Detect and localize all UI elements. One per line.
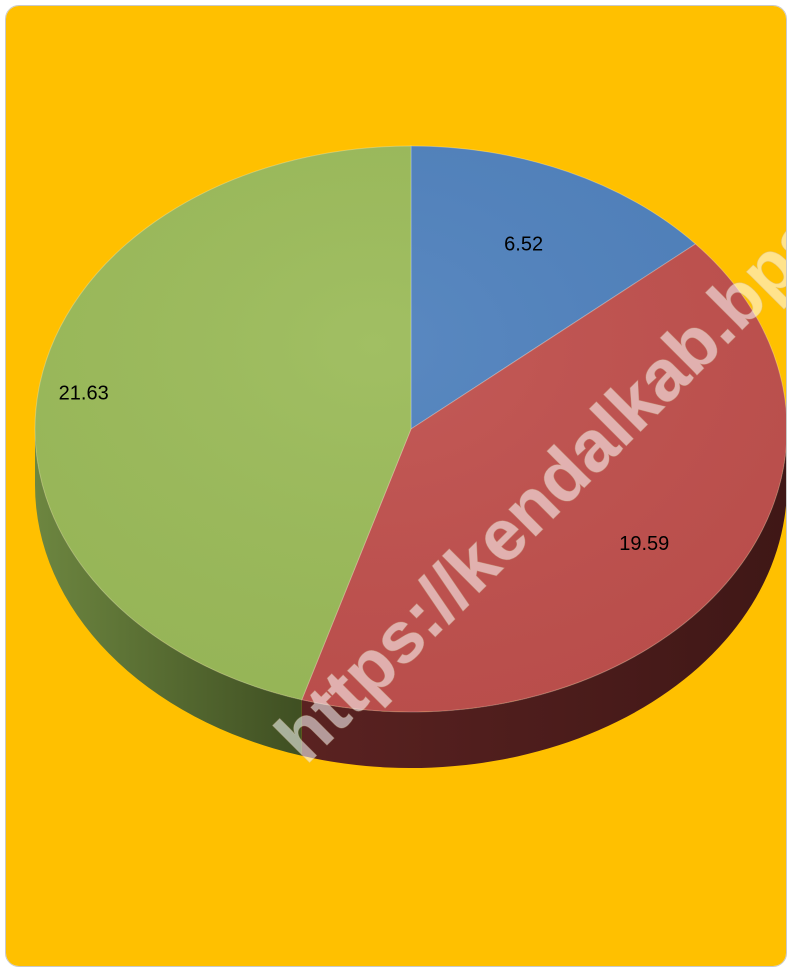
data-label-2: 19.59 (619, 533, 669, 555)
pie-slice-side-2 (301, 448, 786, 768)
pie-slice-side-3 (34, 429, 302, 756)
data-label-1: 6.52 (504, 234, 543, 256)
data-label-3: 21.63 (59, 382, 109, 404)
pie-chart: 6.52 19.59 21.63 (6, 6, 786, 966)
pie-gloss (35, 146, 786, 712)
